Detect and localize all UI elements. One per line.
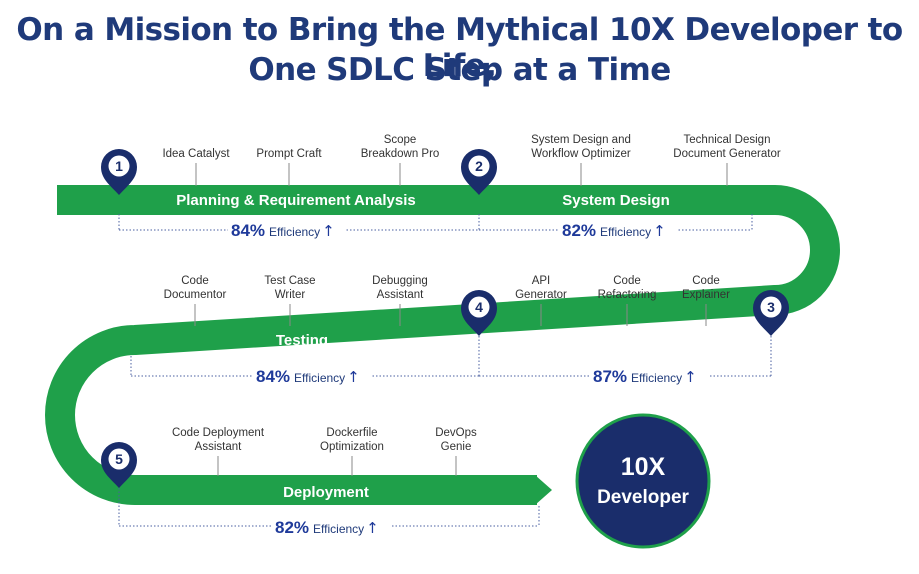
- efficiency-value: 87%: [593, 367, 627, 386]
- tool-label: Assistant: [195, 441, 242, 453]
- stage-number: 4: [475, 299, 483, 315]
- tool-label: Code: [692, 275, 720, 287]
- stage-pin-2: 2: [461, 149, 497, 195]
- tool-label: Optimization: [320, 441, 384, 453]
- tool-label: Debugging: [372, 275, 428, 287]
- tool-label: Writer: [275, 289, 306, 301]
- stage-label-development: Development: [579, 332, 673, 349]
- tool-label: Code: [181, 275, 209, 287]
- stage-number: 5: [115, 451, 123, 467]
- tool-label: Prompt Craft: [256, 148, 322, 160]
- 10x-developer-badge: 10X Developer: [575, 413, 711, 549]
- efficiency-planning: 84% Efficiency ↑: [228, 218, 346, 242]
- tool-label: Workflow Optimizer: [531, 148, 631, 160]
- tool-label: Test Case: [264, 275, 315, 287]
- up-arrow-icon: ↑: [347, 368, 360, 386]
- svg-text:84%Efficiency↑: 84% Efficiency ↑: [231, 221, 335, 240]
- efficiency-value: 84%: [231, 221, 265, 240]
- svg-text:82%Efficiency↑: 82% Efficiency ↑: [562, 221, 666, 240]
- efficiency-value: 82%: [562, 221, 596, 240]
- efficiency-deployment: 82% Efficiency ↑: [272, 515, 390, 539]
- tool-label: Idea Catalyst: [162, 148, 230, 160]
- stage-pin-3: 3: [753, 290, 789, 336]
- stage-number: 3: [767, 299, 775, 315]
- tool-label: Explainer: [682, 289, 730, 301]
- efficiency-testing: 84% Efficiency ↑: [253, 364, 371, 388]
- stage-label-testing: Testing: [276, 332, 328, 349]
- up-arrow-icon: ↑: [653, 222, 666, 240]
- efficiency-system-design: 82% Efficiency ↑: [559, 218, 677, 242]
- roadmap-path: [45, 185, 840, 505]
- svg-text:84%Efficiency↑: 84% Efficiency ↑: [256, 367, 360, 386]
- badge-line-1: 10X: [621, 453, 666, 481]
- up-arrow-icon: ↑: [684, 368, 697, 386]
- stage-number: 1: [115, 158, 123, 174]
- efficiency-word: Efficiency: [600, 225, 651, 239]
- stage-pin-5: 5: [101, 442, 137, 488]
- tool-label: API: [532, 275, 551, 287]
- efficiency-word: Efficiency: [313, 522, 364, 536]
- stage-number: 2: [475, 158, 483, 174]
- title-line-1: On a Mission to Bring the Mythical 10X D…: [16, 12, 903, 84]
- title-line-2: One SDLC Step at a Time: [248, 52, 671, 88]
- tool-label: Documentor: [164, 289, 227, 301]
- svg-text:87%Efficiency↑: 87% Efficiency ↑: [593, 367, 697, 386]
- tool-label: Breakdown Pro: [361, 148, 440, 160]
- tool-label: Refactoring: [598, 289, 657, 301]
- stage-label-planning: Planning & Requirement Analysis: [176, 192, 416, 209]
- tool-label: Genie: [441, 441, 472, 453]
- tool-label: Generator: [515, 289, 567, 301]
- efficiency-word: Efficiency: [294, 371, 345, 385]
- tool-connectors: [194, 163, 728, 476]
- tool-label: Code: [613, 275, 641, 287]
- stage-pin-1: 1: [101, 149, 137, 195]
- tool-label: Dockerfile: [326, 427, 377, 439]
- tool-label: System Design and: [531, 134, 631, 146]
- stage-label-deployment: Deployment: [283, 484, 369, 501]
- stage-label-system-design: System Design: [562, 192, 670, 209]
- up-arrow-icon: ↑: [322, 222, 335, 240]
- svg-text:82%Efficiency↑: 82% Efficiency ↑: [275, 518, 379, 537]
- stage-pin-4: 4: [461, 290, 497, 336]
- tool-label: DevOps: [435, 427, 477, 439]
- road-arrow-tip: [535, 475, 552, 505]
- tool-label: Document Generator: [673, 148, 781, 160]
- efficiency-development: 87% Efficiency ↑: [590, 364, 708, 388]
- up-arrow-icon: ↑: [366, 519, 379, 537]
- efficiency-word: Efficiency: [269, 225, 320, 239]
- tool-label: Assistant: [377, 289, 424, 301]
- efficiency-value: 82%: [275, 518, 309, 537]
- efficiency-word: Efficiency: [631, 371, 682, 385]
- tool-label: Scope: [384, 134, 417, 146]
- tool-label: Technical Design: [684, 134, 771, 146]
- efficiency-value: 84%: [256, 367, 290, 386]
- tool-label: Code Deployment: [172, 427, 265, 439]
- badge-line-2: Developer: [597, 487, 689, 508]
